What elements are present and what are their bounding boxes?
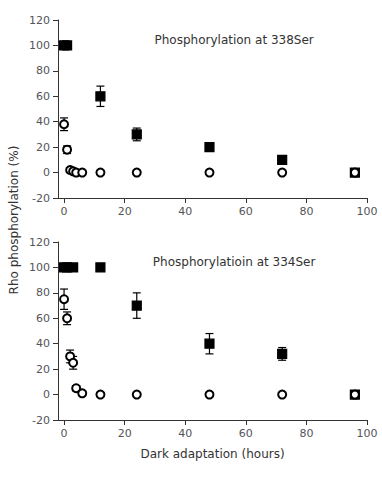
svg-text:60: 60 bbox=[36, 90, 50, 103]
svg-text:20: 20 bbox=[36, 141, 50, 154]
svg-text:20: 20 bbox=[118, 205, 132, 218]
svg-text:0: 0 bbox=[43, 166, 50, 179]
svg-text:0: 0 bbox=[43, 388, 50, 401]
svg-text:120: 120 bbox=[29, 14, 50, 27]
svg-text:Dark adaptation (hours): Dark adaptation (hours) bbox=[140, 447, 284, 461]
svg-text:60: 60 bbox=[36, 312, 50, 325]
svg-text:-20: -20 bbox=[32, 414, 50, 427]
svg-text:80: 80 bbox=[299, 427, 313, 440]
svg-text:-20: -20 bbox=[32, 192, 50, 205]
svg-text:0: 0 bbox=[61, 205, 68, 218]
svg-text:Phosphorylation at 338Ser: Phosphorylation at 338Ser bbox=[155, 33, 314, 47]
svg-text:Phosphorylatioin at 334Ser: Phosphorylatioin at 334Ser bbox=[153, 255, 316, 269]
svg-text:100: 100 bbox=[29, 261, 50, 274]
svg-text:60: 60 bbox=[239, 427, 253, 440]
svg-text:80: 80 bbox=[299, 205, 313, 218]
svg-text:120: 120 bbox=[29, 236, 50, 249]
svg-text:40: 40 bbox=[178, 205, 192, 218]
svg-text:20: 20 bbox=[36, 363, 50, 376]
svg-text:40: 40 bbox=[178, 427, 192, 440]
svg-text:80: 80 bbox=[36, 64, 50, 77]
svg-text:0: 0 bbox=[61, 427, 68, 440]
svg-text:20: 20 bbox=[118, 427, 132, 440]
svg-text:80: 80 bbox=[36, 286, 50, 299]
svg-text:60: 60 bbox=[239, 205, 253, 218]
svg-text:100: 100 bbox=[357, 205, 378, 218]
svg-text:Rho phosphorylation (%): Rho phosphorylation (%) bbox=[7, 146, 21, 295]
svg-text:100: 100 bbox=[29, 39, 50, 52]
svg-text:100: 100 bbox=[357, 427, 378, 440]
svg-text:40: 40 bbox=[36, 115, 50, 128]
svg-text:40: 40 bbox=[36, 337, 50, 350]
